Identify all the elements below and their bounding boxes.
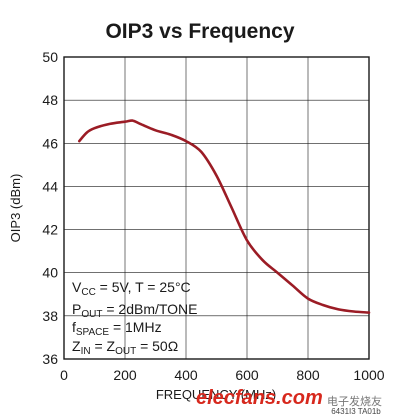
x-tick-label: 1000 xyxy=(353,367,384,383)
watermark-tagline: 电子发烧友 xyxy=(327,394,382,408)
annotation-line: POUT = 2dBm/TONE xyxy=(72,301,198,320)
series-line xyxy=(78,119,371,314)
y-tick-label: 50 xyxy=(42,49,58,65)
annotation-line: ZIN = ZOUT = 50Ω xyxy=(72,338,178,357)
figure-code: 6431I3 TA01b xyxy=(331,407,381,416)
x-tick-label: 0 xyxy=(60,367,68,383)
x-axis-ticks: 0 200 400 600 800 1000 xyxy=(60,367,385,383)
chart-title: OIP3 vs Frequency xyxy=(105,20,294,43)
conditions-annotation: VCC = 5V, T = 25°C POUT = 2dBm/TONEfSPACE… xyxy=(72,279,198,357)
y-tick-label: 36 xyxy=(42,351,58,367)
y-axis-label: OIP3 (dBm) xyxy=(8,174,23,243)
y-tick-label: 38 xyxy=(42,308,58,324)
y-tick-label: 40 xyxy=(42,265,58,281)
plot-frame xyxy=(63,56,370,360)
x-tick-label: 600 xyxy=(235,367,259,383)
y-tick-label: 44 xyxy=(42,178,58,194)
y-axis-ticks: 36 38 40 42 44 46 48 50 xyxy=(42,49,58,367)
x-tick-label: 400 xyxy=(174,367,198,383)
annotation-line: VCC = 5V, T = 25°C xyxy=(72,279,191,298)
watermark: elecfans.com 电子发烧友 xyxy=(196,387,382,409)
y-tick-label: 42 xyxy=(42,222,58,238)
watermark-brand: elecfans.com xyxy=(196,387,323,409)
x-tick-label: 800 xyxy=(296,367,320,383)
y-tick-label: 48 xyxy=(42,92,58,108)
y-tick-label: 46 xyxy=(42,135,58,151)
annotation-line: fSPACE = 1MHz xyxy=(72,319,162,338)
x-tick-label: 200 xyxy=(113,367,137,383)
x-axis-label: FREQUENCY (MHz) xyxy=(156,387,276,402)
